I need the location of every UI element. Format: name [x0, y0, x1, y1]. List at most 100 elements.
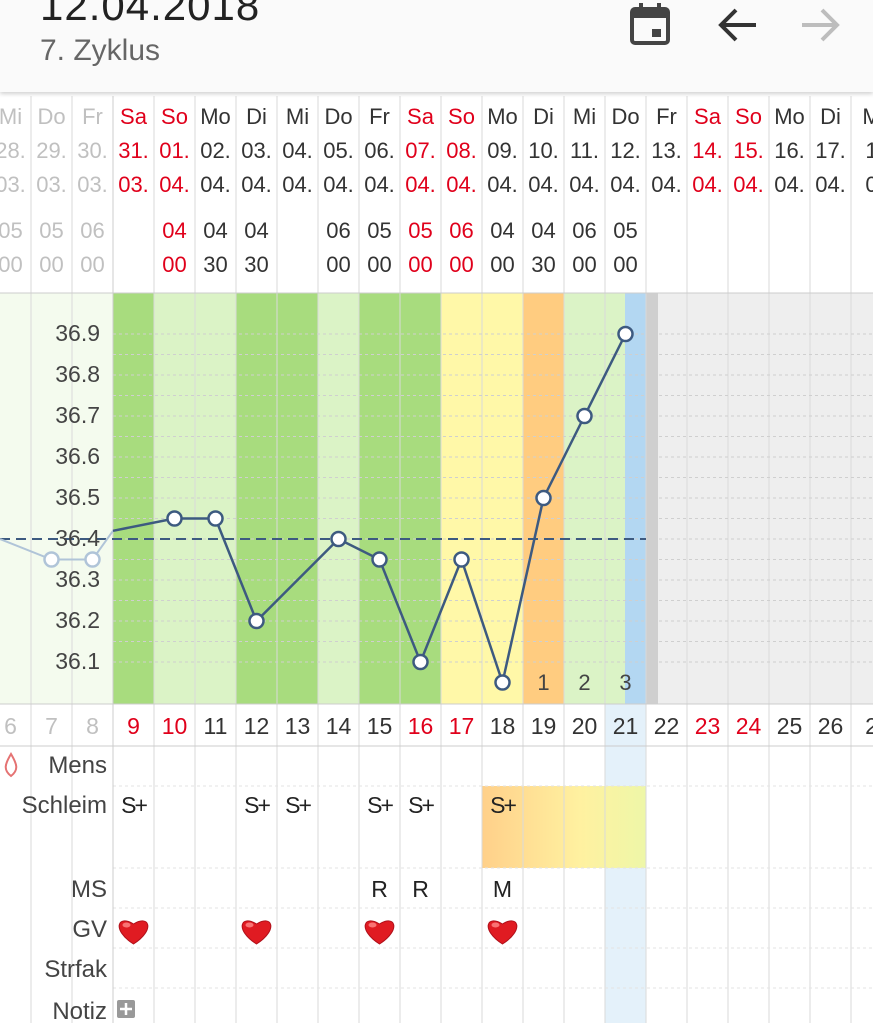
- row-label-ms: MS: [71, 876, 107, 903]
- cycle-day-number: 19: [530, 713, 557, 739]
- date-month-label: 04.: [733, 172, 764, 197]
- y-tick-label: 36.2: [55, 607, 100, 633]
- weekday-label: Do: [611, 104, 640, 129]
- row-label-strfak: Strfak: [44, 956, 107, 983]
- time-minute-label: 00: [408, 252, 433, 277]
- time-minute-label: 30: [244, 252, 269, 277]
- cycle-day-number: 10: [161, 713, 188, 739]
- y-tick-label: 36.8: [55, 361, 100, 387]
- schleim-mark: S+: [244, 792, 271, 818]
- date-day-label: 08.: [446, 138, 477, 163]
- date-day-label: 13.: [651, 138, 682, 163]
- date-day-label: 07.: [405, 138, 436, 163]
- date-day-label: 04.: [282, 138, 313, 163]
- app-bar: 12.04.2018 7. Zyklus: [0, 0, 873, 92]
- cycle-day-number: 12: [243, 713, 270, 739]
- cycle-day-number: 18: [489, 713, 516, 739]
- date-month-label: 04.: [200, 172, 231, 197]
- weekday-label: So: [735, 104, 762, 129]
- y-tick-label: 36.4: [55, 525, 100, 551]
- time-minute-label: 30: [531, 252, 556, 277]
- schleim-mark: S+: [285, 792, 312, 818]
- date-day-label: 03.: [241, 138, 272, 163]
- row-label-gv: GV: [72, 916, 107, 943]
- time-minute-label: 00: [0, 252, 23, 277]
- cycle-day-number: 25: [776, 713, 803, 739]
- ms-mark: M: [492, 876, 513, 902]
- weekday-label: Fr: [656, 104, 677, 129]
- time-minute-label: 00: [490, 252, 515, 277]
- date-day-label: 09.: [487, 138, 518, 163]
- time-hour-label: 05: [408, 218, 433, 243]
- date-day-label: 16.: [774, 138, 805, 163]
- date-month-label: 04.: [815, 172, 846, 197]
- temperature-point: [494, 674, 511, 691]
- date-month-label: 04.: [774, 172, 805, 197]
- forward-button[interactable]: [792, 0, 848, 50]
- date-month-label: 04.: [323, 172, 354, 197]
- date-month-label: 04.: [405, 172, 436, 197]
- time-minute-label: 00: [80, 252, 105, 277]
- prev-cycle-line: [0, 530, 114, 561]
- y-tick-label: 36.3: [55, 566, 100, 592]
- time-minute-label: 30: [203, 252, 228, 277]
- cycle-subtitle: 7. Zyklus: [40, 34, 161, 67]
- phase-count-label: 2: [578, 670, 591, 695]
- cycle-day-number: 22: [653, 713, 680, 739]
- temperature-point: [453, 551, 470, 568]
- date-day-label: 11.: [570, 138, 599, 163]
- weekday-label: Do: [37, 104, 66, 129]
- time-hour-label: 06: [80, 218, 105, 243]
- time-hour-label: 06: [326, 218, 351, 243]
- back-button[interactable]: [710, 0, 766, 50]
- temperature-point: [330, 530, 347, 548]
- date-month-label: 04.: [692, 172, 723, 197]
- date-month-label: 03.: [36, 172, 67, 197]
- cycle-day-number: 2: [865, 713, 873, 739]
- cycle-day-number: 14: [325, 713, 352, 739]
- phase-count-label: 1: [537, 670, 550, 695]
- time-hour-label: 04: [162, 218, 187, 243]
- weekday-label: Mo: [774, 104, 805, 129]
- date-month-label: 03.: [118, 172, 149, 197]
- date-month-label: 04.: [282, 172, 313, 197]
- y-tick-label: 36.7: [55, 402, 100, 428]
- time-minute-label: 00: [572, 252, 597, 277]
- weekday-label: Mi: [285, 104, 310, 129]
- calendar-icon: [630, 3, 670, 45]
- time-minute-label: 00: [449, 252, 474, 277]
- temperature-point: [43, 551, 60, 568]
- row-label-schleim: Schleim: [21, 792, 107, 819]
- weekday-label: Mo: [487, 104, 518, 129]
- chart-canvas: [0, 96, 873, 1023]
- weekday-label: So: [448, 104, 475, 129]
- cycle-day-number: 9: [127, 713, 140, 739]
- temperature-point: [617, 325, 634, 343]
- temperature-point: [371, 551, 388, 568]
- date-day-label: 05.: [323, 138, 354, 163]
- temperature-point: [576, 407, 593, 425]
- date-month-label: 04.: [487, 172, 518, 197]
- cycle-day-number: 6: [4, 713, 17, 739]
- time-hour-label: 06: [449, 218, 474, 243]
- time-minute-label: 00: [367, 252, 392, 277]
- time-minute-label: 00: [326, 252, 351, 277]
- time-minute-label: 00: [39, 252, 64, 277]
- date-day-label: 02.: [200, 138, 231, 163]
- row-label-mens: Mens: [48, 752, 107, 779]
- ms-mark: R: [412, 876, 429, 902]
- cycle-day-number: 20: [571, 713, 598, 739]
- calendar-button[interactable]: [622, 0, 678, 50]
- cycle-day-number: 15: [366, 713, 393, 739]
- weekday-label: Mi: [0, 104, 23, 129]
- cycle-day-number: 26: [817, 713, 844, 739]
- cycle-day-number: 13: [284, 713, 311, 739]
- cycle-chart[interactable]: 36.9 36.8 36.7 36.6 36.5 36.4 36.3 36.2 36.1 Mi 28…: [0, 96, 873, 1023]
- weekday-label: Do: [324, 104, 353, 129]
- weekday-label: Di: [820, 104, 841, 129]
- date-day-label: 12.: [610, 138, 641, 163]
- page-title: 12.04.2018: [40, 0, 261, 29]
- date-month-label: 04.: [651, 172, 682, 197]
- time-minute-label: 00: [162, 252, 187, 277]
- weekday-label: So: [161, 104, 188, 129]
